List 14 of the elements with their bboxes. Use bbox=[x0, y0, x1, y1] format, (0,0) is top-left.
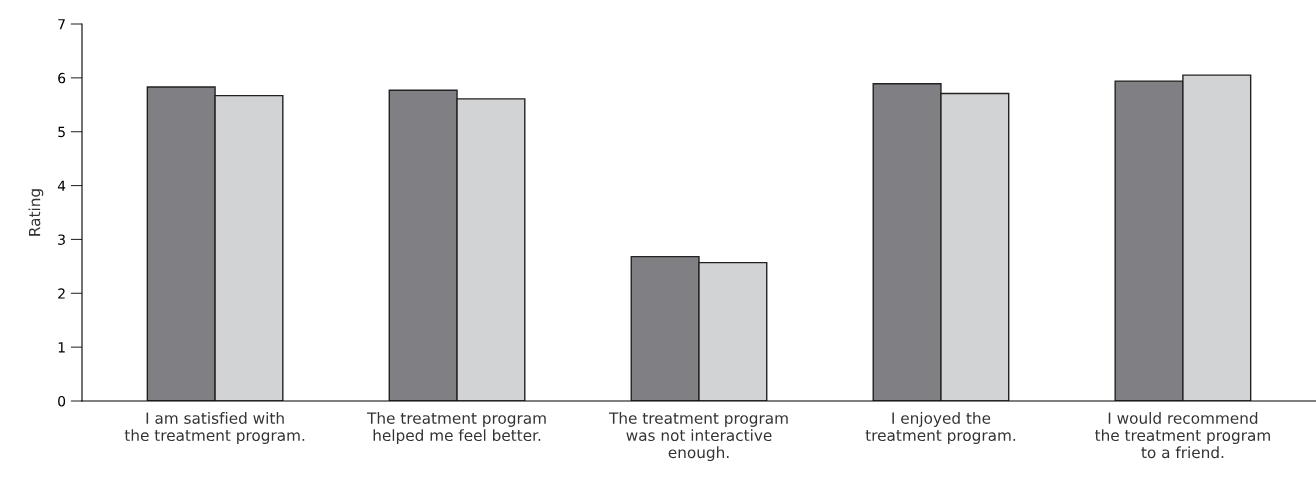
y-axis-title: Rating bbox=[28, 189, 44, 236]
y-tick-label: 2 bbox=[58, 288, 65, 299]
x-tick-label: The treatment program helped me feel better. bbox=[367, 412, 546, 444]
x-tick-label: I enjoyed the treatment program. bbox=[865, 412, 1016, 444]
y-tick-label: 5 bbox=[58, 126, 65, 138]
y-tick-label: 4 bbox=[57, 180, 66, 191]
x-tick-label: The treatment program was not interactive enough. bbox=[608, 412, 788, 462]
y-tick-label: 1 bbox=[58, 342, 65, 353]
y-tick-label: 3 bbox=[58, 234, 65, 245]
x-tick-label: I am satisfied with the treatment program. bbox=[124, 412, 305, 444]
y-tick-label: 6 bbox=[58, 72, 66, 84]
y-tick-label: 7 bbox=[58, 19, 65, 30]
x-tick-label: I would recommend the treatment program to a friend. bbox=[1095, 412, 1270, 459]
y-tick-label: 0 bbox=[58, 395, 66, 407]
